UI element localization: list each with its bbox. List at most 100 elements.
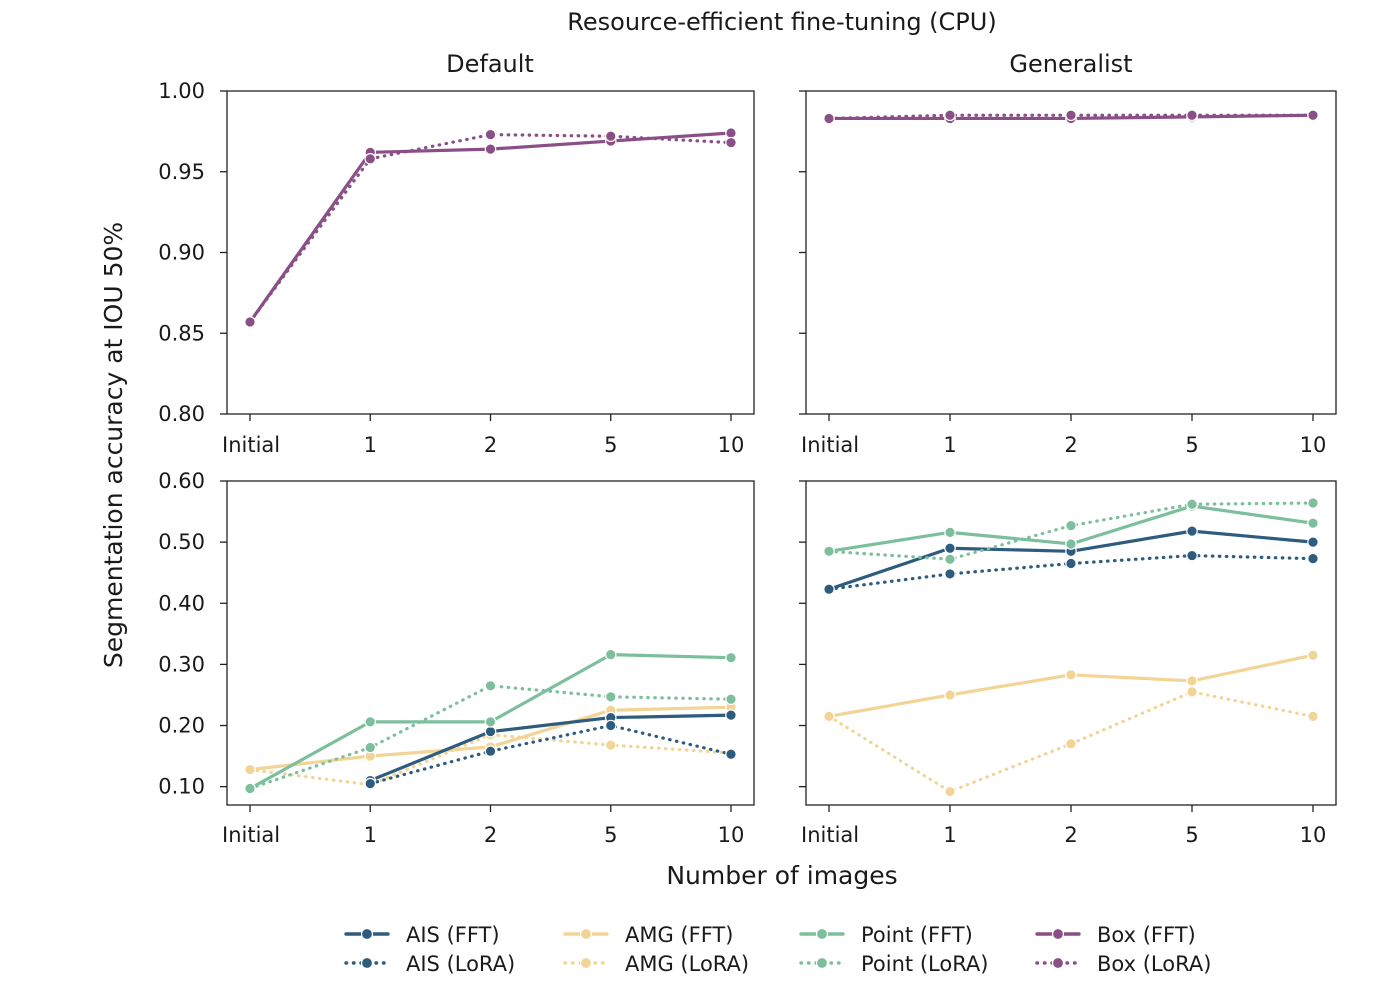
x-tick-label: 2 <box>1064 823 1077 847</box>
data-point <box>944 568 956 580</box>
panel-generalist-bottom: Initial 1 2 5 10 <box>799 480 1337 847</box>
legend-label: Point (FFT) <box>861 923 973 947</box>
legend-marker <box>815 927 829 941</box>
data-point <box>1186 675 1198 687</box>
legend-entry-box-lora: Box (LoRA) <box>1035 952 1211 976</box>
y-tick-label: 0.85 <box>158 321 205 345</box>
y-tick-label: 0.95 <box>158 160 205 184</box>
data-point <box>823 710 835 723</box>
x-tick-label: 10 <box>1300 433 1327 457</box>
data-point <box>364 741 377 754</box>
data-point <box>604 648 617 661</box>
data-point <box>1186 109 1198 122</box>
data-point <box>244 782 256 795</box>
data-point <box>484 716 497 728</box>
x-tick-label: Initial <box>801 433 859 457</box>
data-point <box>604 690 617 703</box>
legend-entry-ais-lora: AIS (LoRA) <box>344 952 515 976</box>
data-point <box>484 679 497 692</box>
series-point-fft <box>244 648 737 795</box>
legend-label: AIS (LoRA) <box>406 952 515 976</box>
x-tick-label: Initial <box>222 823 280 847</box>
legend-marker <box>815 956 829 970</box>
x-tick-label: Initial <box>801 823 859 847</box>
data-point <box>364 153 377 165</box>
data-point <box>1307 649 1319 662</box>
data-point <box>604 130 617 143</box>
data-point <box>944 689 956 701</box>
legend-label: Box (FFT) <box>1097 923 1196 947</box>
data-point <box>364 716 377 728</box>
y-tick-label: 0.80 <box>158 402 205 426</box>
data-point <box>484 745 497 758</box>
y-axis-label: Segmentation accuracy at IOU 50% <box>99 222 128 668</box>
data-point <box>725 651 737 664</box>
legend-marker <box>1051 927 1065 941</box>
legend-label: AMG (LoRA) <box>625 952 749 976</box>
data-point <box>1307 536 1319 548</box>
y-tick-label: 0.50 <box>158 530 205 554</box>
data-point <box>725 127 737 139</box>
x-tick-label: 1 <box>943 823 956 847</box>
legend-label: AIS (FFT) <box>406 923 500 947</box>
y-tick-label: 0.90 <box>158 241 205 265</box>
legend-marker <box>579 927 593 941</box>
data-point <box>364 777 377 790</box>
series-ais-lora <box>823 549 1319 596</box>
data-point <box>1186 498 1198 511</box>
x-tick-label: 5 <box>604 823 617 847</box>
data-point <box>944 109 956 122</box>
data-point <box>1065 557 1077 570</box>
series-ais-lora <box>364 719 737 790</box>
data-point <box>1307 109 1319 122</box>
series-line <box>368 713 733 783</box>
data-point <box>1065 519 1077 532</box>
x-tick-label: 5 <box>1185 433 1198 457</box>
legend-marker <box>579 956 593 970</box>
y-tick-label: 0.10 <box>158 775 205 799</box>
data-point <box>1065 668 1077 681</box>
y-tick-label: 0.60 <box>158 469 205 493</box>
series-line <box>248 131 733 324</box>
x-tick-label: 10 <box>718 433 745 457</box>
legend-entry-box-fft: Box (FFT) <box>1035 923 1196 947</box>
y-tick-label: 0.30 <box>158 652 205 676</box>
data-point <box>1307 497 1319 509</box>
data-point <box>1307 517 1319 529</box>
data-point <box>1186 549 1198 562</box>
series-amg-fft <box>823 649 1319 723</box>
panel-default-top: 0.80 0.85 0.90 0.95 1.00 Initial 1 2 5 10 <box>158 79 755 457</box>
panel-frame <box>805 90 1337 415</box>
data-point <box>823 112 835 125</box>
legend: AIS (FFT) AIS (LoRA) AMG (FFT) AMG (LoRA) Po… <box>344 923 1211 976</box>
legend-label: AMG (FFT) <box>625 923 733 947</box>
x-tick-label: 2 <box>484 823 497 847</box>
data-point <box>944 542 956 555</box>
series-point-lora <box>823 497 1319 566</box>
data-point <box>823 583 835 596</box>
x-tick-label: 2 <box>1064 433 1077 457</box>
legend-label: Box (LoRA) <box>1097 952 1211 976</box>
chart-title: Resource-efficient fine-tuning (CPU) <box>567 8 996 36</box>
panels: 0.80 0.85 0.90 0.95 1.00 Initial 1 2 5 10 Initial 1… <box>158 79 1337 847</box>
legend-marker <box>360 927 374 941</box>
legend-entry-ais-fft: AIS (FFT) <box>344 923 500 947</box>
legend-label: Point (LoRA) <box>861 952 989 976</box>
data-point <box>725 709 737 721</box>
data-point <box>484 143 497 155</box>
legend-entry-point-fft: Point (FFT) <box>799 923 973 947</box>
data-point <box>484 725 497 738</box>
data-point <box>1065 738 1077 750</box>
x-axis-label: Number of images <box>666 861 897 890</box>
data-point <box>944 553 956 566</box>
x-tick-label: 1 <box>364 433 377 457</box>
data-point <box>1065 109 1077 122</box>
series-amg-lora <box>823 686 1319 798</box>
x-tick-label: 5 <box>1185 823 1198 847</box>
data-point <box>823 545 835 558</box>
panel-generalist-top: Initial 1 2 5 10 <box>799 90 1337 457</box>
data-point <box>944 526 956 539</box>
data-point <box>1307 552 1319 565</box>
data-point <box>604 739 617 751</box>
data-point <box>1065 538 1077 550</box>
